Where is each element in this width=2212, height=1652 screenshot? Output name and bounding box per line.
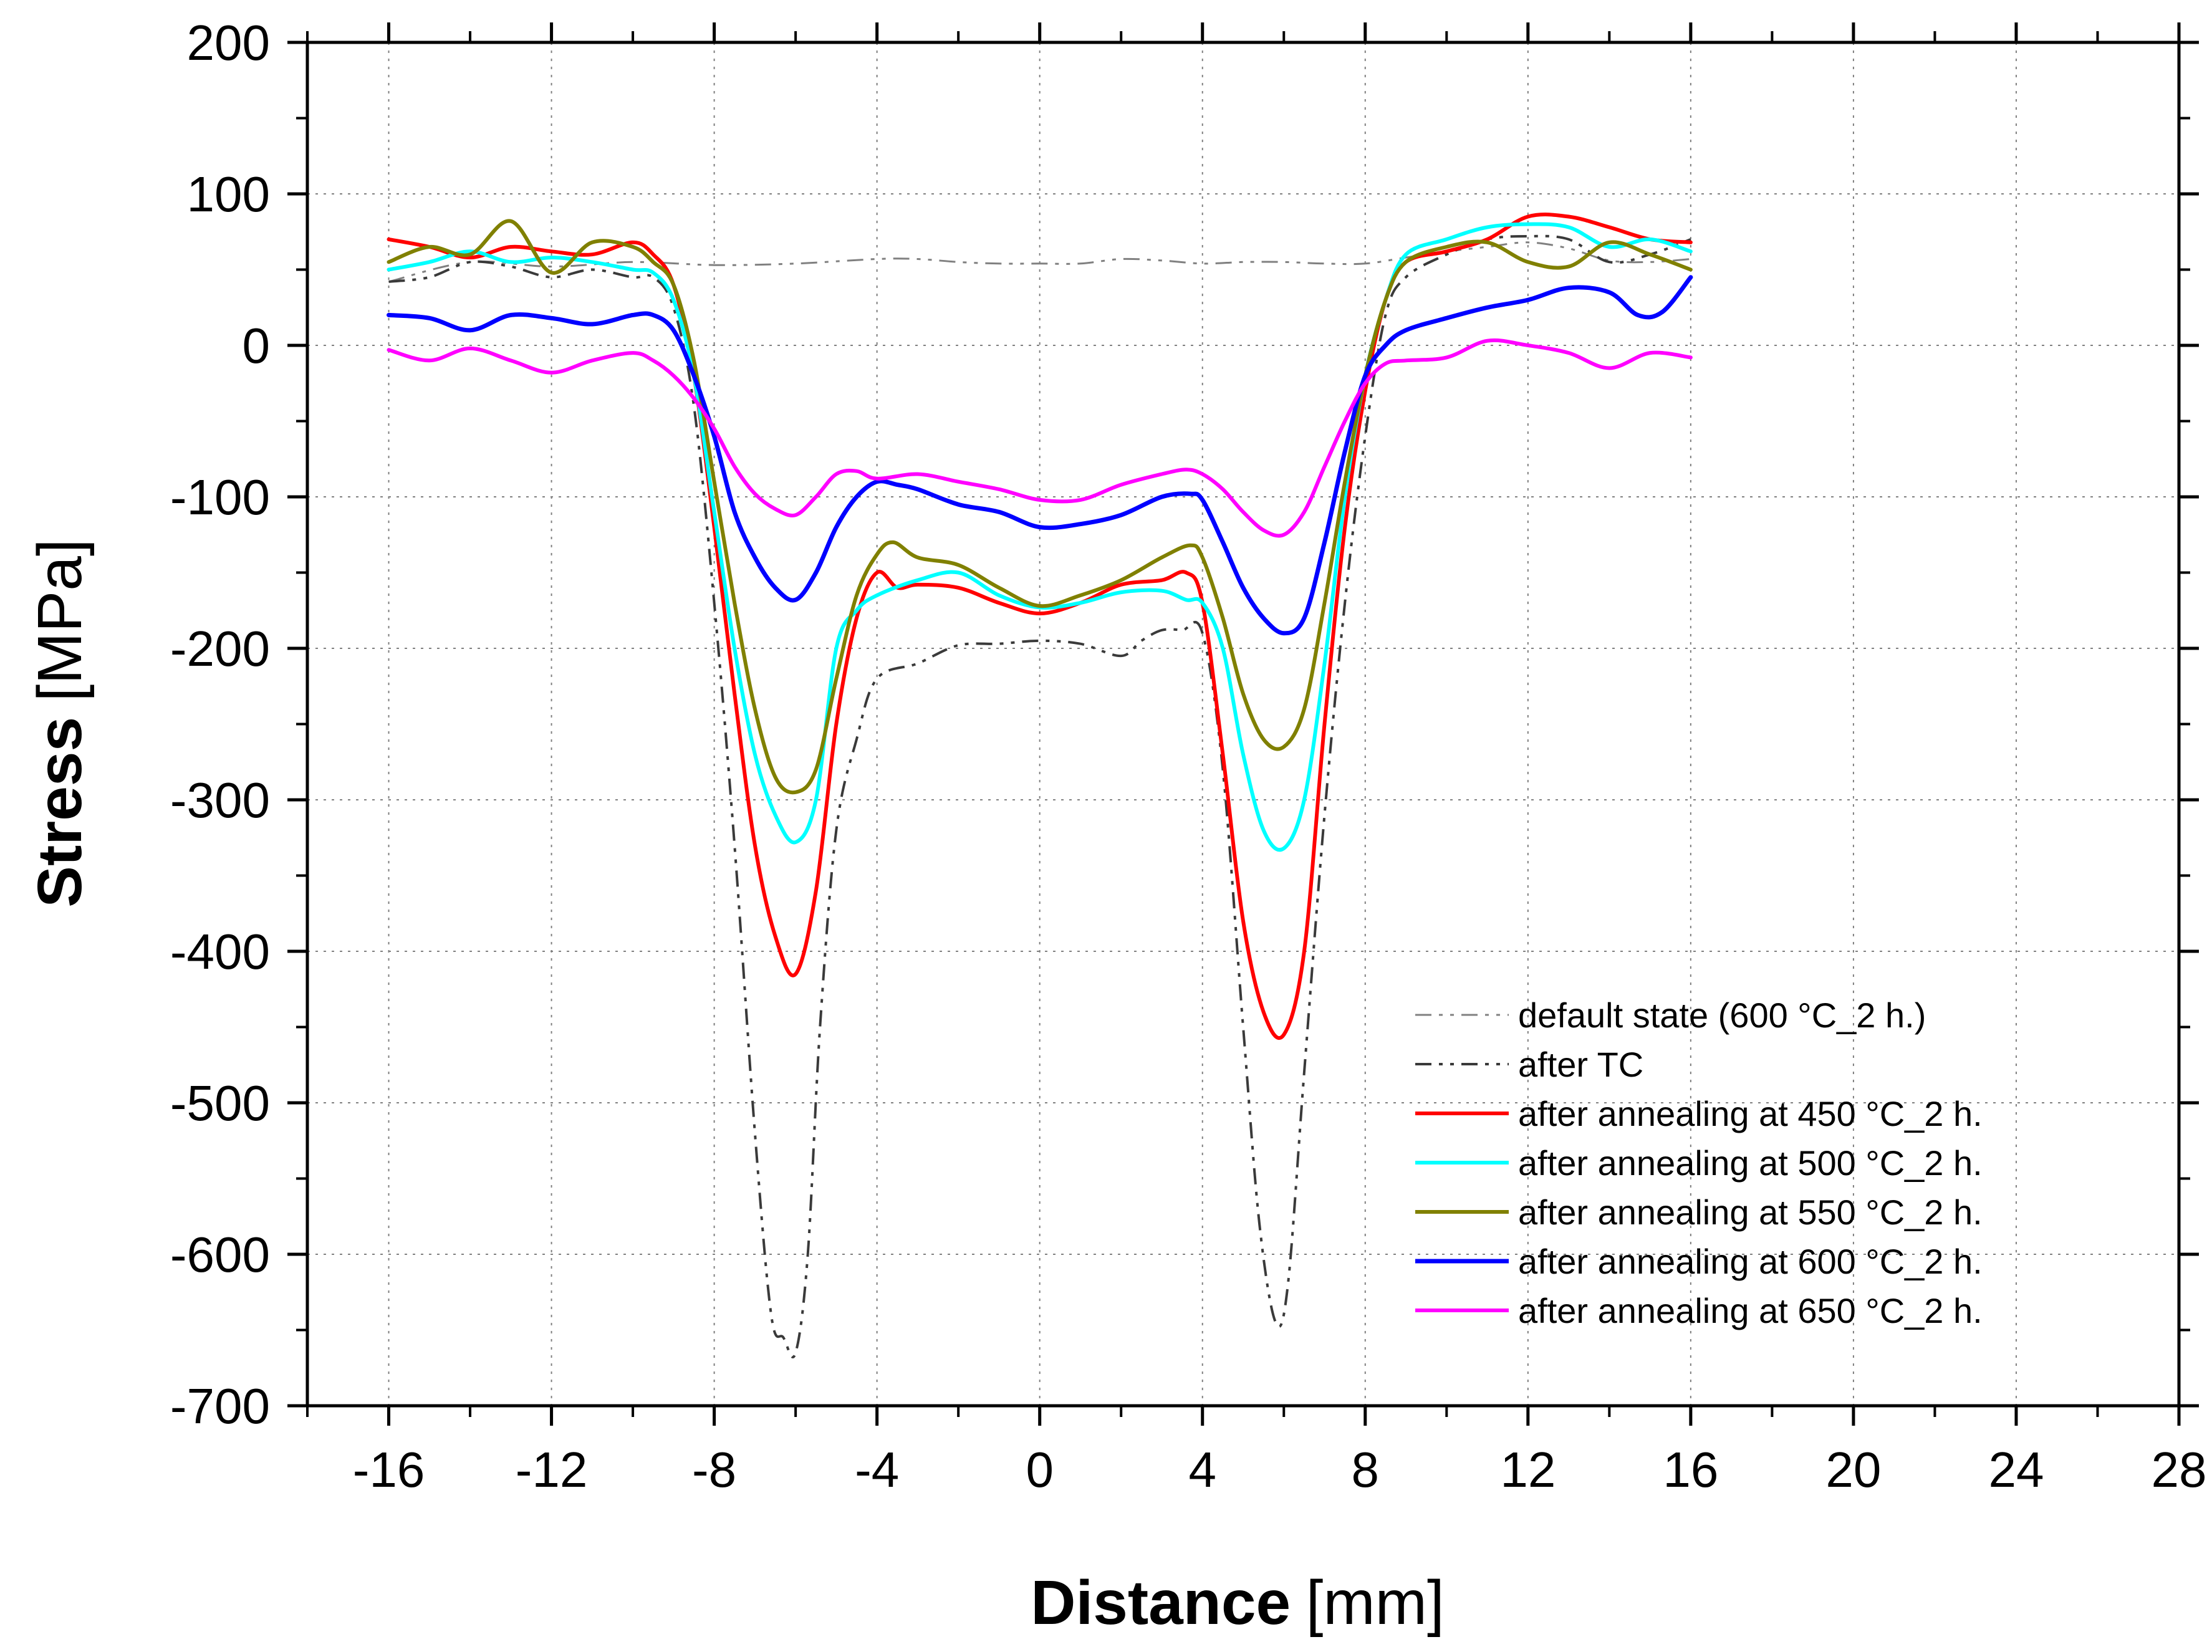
axis-ticks [287, 22, 2199, 1426]
x-tick-label: 4 [1188, 1442, 1216, 1497]
y-axis-title-bold: Stress [25, 717, 95, 908]
series-lines [387, 213, 1693, 1359]
y-tick-label: -200 [170, 621, 270, 676]
x-tick-label: -16 [353, 1442, 425, 1497]
legend-label-6: after annealing at 650 °C_2 h. [1518, 1291, 1983, 1330]
legend-label-1: after TC [1518, 1045, 1643, 1084]
series-line-4 [387, 219, 1693, 795]
legend-label-3: after annealing at 500 °C_2 h. [1518, 1143, 1983, 1183]
tick-labels: -16 -12 -8 -4 0 4 8 12 16 20 24 28 200 100 0 -100 -200 -3… [170, 15, 2207, 1497]
legend-label-0: default state (600 °C_2 h.) [1518, 996, 1926, 1035]
x-tick-label: -12 [516, 1442, 588, 1497]
x-tick-label: -8 [692, 1442, 736, 1497]
x-tick-label: 8 [1352, 1442, 1380, 1497]
y-tick-label: 100 [187, 166, 270, 222]
x-tick-label: 0 [1026, 1442, 1054, 1497]
y-tick-label: -500 [170, 1075, 270, 1131]
x-axis-title-bold: Distance [1031, 1568, 1291, 1638]
series-line-0 [388, 241, 1691, 283]
x-tick-label: 16 [1663, 1442, 1718, 1497]
x-axis-title: Distance [mm] [1031, 1568, 1444, 1638]
series-line-5 [387, 275, 1693, 636]
series-line-6 [387, 338, 1693, 538]
y-tick-label: -400 [170, 924, 270, 979]
y-tick-label: 0 [243, 318, 271, 373]
legend-label-5: after annealing at 600 °C_2 h. [1518, 1242, 1983, 1281]
y-axis-title-unit: [MPa] [25, 539, 95, 701]
x-tick-label: 24 [1988, 1442, 2044, 1497]
legend-label-2: after annealing at 450 °C_2 h. [1518, 1094, 1983, 1133]
legend-label-4: after annealing at 550 °C_2 h. [1518, 1193, 1983, 1232]
legend: default state (600 °C_2 h.) after TC after… [1415, 996, 1983, 1330]
x-axis-title-unit: [mm] [1306, 1568, 1445, 1638]
x-tick-label: 28 [2152, 1442, 2207, 1497]
y-tick-label: 200 [187, 15, 270, 70]
y-tick-label: -700 [170, 1378, 270, 1434]
x-tick-label: 20 [1825, 1442, 1881, 1497]
y-tick-label: -300 [170, 772, 270, 828]
y-axis-title: Stress [MPa] [25, 539, 95, 907]
y-tick-label: -100 [170, 469, 270, 525]
y-tick-label: -600 [170, 1227, 270, 1282]
x-tick-label: -4 [855, 1442, 899, 1497]
x-tick-label: 12 [1500, 1442, 1556, 1497]
